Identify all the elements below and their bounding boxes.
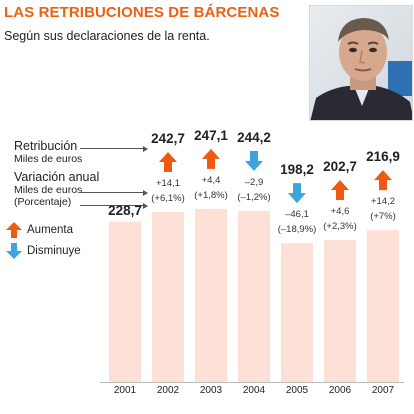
bar	[152, 212, 184, 382]
value-label: 198,2	[280, 162, 314, 177]
change-abs-label: –46,1	[285, 209, 309, 220]
page-subtitle: Según sus declaraciones de la renta.	[4, 29, 210, 43]
bar	[195, 208, 227, 382]
variacion-pct-label: (Porcentaje)	[14, 196, 72, 208]
variacion-unit-leader-arrow	[80, 189, 148, 196]
arrow-down-icon	[6, 243, 22, 259]
bar	[109, 221, 141, 382]
arrow-down-icon	[288, 183, 306, 204]
change-pct-label: (+6,1%)	[151, 193, 185, 204]
bar	[238, 210, 270, 382]
change-abs-label: +14,1	[156, 178, 180, 189]
retribucion-label-group: Retribución Miles de euros	[14, 139, 82, 165]
portrait-illustration	[310, 6, 412, 120]
arrow-down-icon	[245, 150, 263, 171]
value-label: 202,7	[323, 159, 357, 174]
arrow-up-icon	[6, 222, 22, 238]
retribucion-unit: Miles de euros	[14, 153, 83, 165]
change-pct-label: (+7%)	[370, 211, 396, 222]
change-abs-label: +4,4	[202, 175, 221, 186]
legend-up: Aumenta	[6, 222, 73, 238]
change-pct-label: (–18,9%)	[278, 224, 317, 235]
year-label: 2007	[372, 385, 395, 396]
year-label: 2006	[329, 385, 352, 396]
year-label: 2003	[200, 385, 223, 396]
variacion-label: Variación anual	[14, 170, 100, 184]
variacion-pct-leader-arrow	[80, 202, 148, 209]
value-label: 216,9	[366, 149, 400, 164]
change-pct-label: (+2,3%)	[323, 221, 357, 232]
arrow-up-icon	[159, 152, 177, 172]
value-label: 244,2	[237, 130, 271, 145]
variacion-label-group: Variación anual Miles de euros (Porcenta…	[14, 170, 99, 208]
retribucion-label: Retribución	[14, 139, 78, 153]
arrow-up-icon	[202, 148, 220, 169]
change-abs-label: +4,6	[331, 206, 350, 217]
variacion-unit: Miles de euros	[14, 184, 83, 196]
portrait-photo	[309, 5, 413, 121]
year-label: 2002	[157, 385, 180, 396]
value-label: 228,7	[108, 203, 142, 218]
value-label: 242,7	[151, 131, 185, 146]
change-pct-label: (+1,8%)	[194, 190, 228, 201]
change-pct-label: (–1,2%)	[237, 192, 270, 203]
bar	[281, 243, 313, 382]
arrow-up-icon	[331, 180, 349, 201]
value-label: 247,1	[194, 128, 228, 143]
arrow-up-icon	[374, 170, 392, 191]
change-abs-label: +14,2	[371, 196, 395, 207]
retribucion-leader-arrow	[80, 145, 148, 152]
legend-down-label: Disminuye	[27, 245, 81, 257]
year-label: 2001	[114, 385, 137, 396]
year-label: 2005	[286, 385, 309, 396]
bar	[324, 240, 356, 382]
change-abs-label: –2,9	[245, 177, 264, 188]
bar	[367, 230, 399, 382]
legend-up-label: Aumenta	[27, 224, 74, 236]
legend-down: Disminuye	[6, 243, 81, 259]
year-label: 2004	[243, 385, 266, 396]
page-title: LAS RETRIBUCIONES DE BÁRCENAS	[4, 4, 280, 21]
